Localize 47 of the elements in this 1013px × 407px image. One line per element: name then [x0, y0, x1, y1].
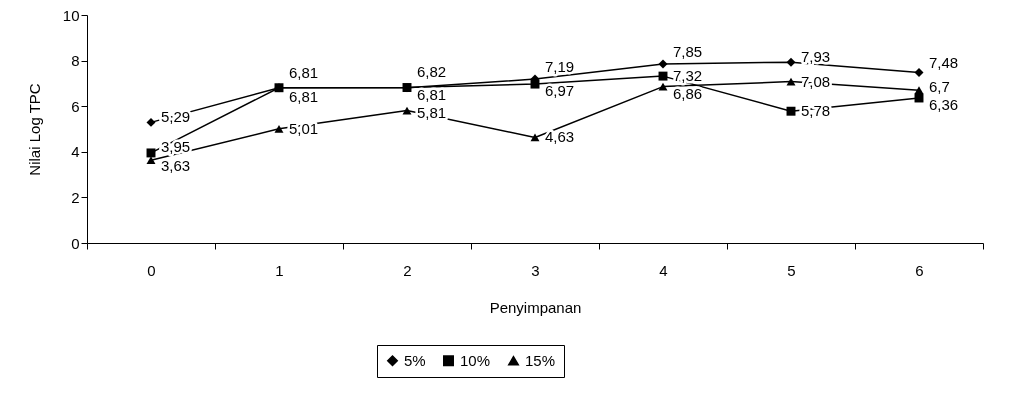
point [402, 83, 412, 92]
legend-label: 10% [460, 351, 491, 369]
y-tick-label: 8 [71, 52, 80, 70]
data-label: 6,7 [929, 77, 950, 95]
x-tick-label: 2 [403, 261, 412, 279]
legend-label: 15% [525, 351, 556, 369]
x-tick-label: 0 [147, 261, 156, 279]
x-tick-label: 4 [659, 261, 668, 279]
data-label: 7,85 [673, 42, 703, 60]
point [530, 79, 540, 89]
data-label: 6,81 [289, 64, 319, 82]
point [146, 156, 156, 165]
data-label: 6,97 [545, 81, 575, 99]
legend-label: 5% [404, 351, 426, 369]
point [274, 124, 284, 133]
point [530, 133, 540, 142]
x-axis-title: Penyimpanan [489, 298, 582, 316]
y-tick-label: 0 [71, 234, 80, 252]
x-tick-label: 5 [787, 261, 796, 279]
data-label: 7,32 [673, 66, 703, 84]
y-axis-title: Nilai Log TPC [25, 83, 43, 176]
data-label: 7,19 [545, 57, 575, 75]
x-tick-label: 6 [915, 261, 924, 279]
point [658, 71, 668, 81]
y-tick-label: 2 [71, 188, 80, 206]
y-tick-label: 4 [71, 143, 80, 161]
data-label: 7,48 [929, 54, 959, 72]
point [786, 106, 796, 116]
point [786, 57, 796, 67]
point [658, 59, 668, 69]
y-tick-label: 6 [71, 97, 80, 115]
data-label: 3,63 [161, 156, 191, 174]
point [914, 86, 924, 95]
point [146, 148, 156, 158]
y-tick-label: 10 [62, 6, 80, 24]
x-tick-label: 1 [275, 261, 284, 279]
data-label: 6,82 [417, 62, 447, 80]
point [914, 67, 924, 77]
data-label: 4,63 [545, 128, 575, 146]
data-label: 6,36 [929, 96, 959, 114]
point [146, 117, 156, 127]
data-label: 7,93 [801, 47, 831, 65]
data-label: 6,81 [289, 87, 319, 105]
x-tick-label: 3 [531, 261, 540, 279]
data-label: 3,95 [161, 138, 191, 156]
data-label: 6,81 [417, 86, 447, 104]
data-label: 6,86 [673, 84, 703, 102]
